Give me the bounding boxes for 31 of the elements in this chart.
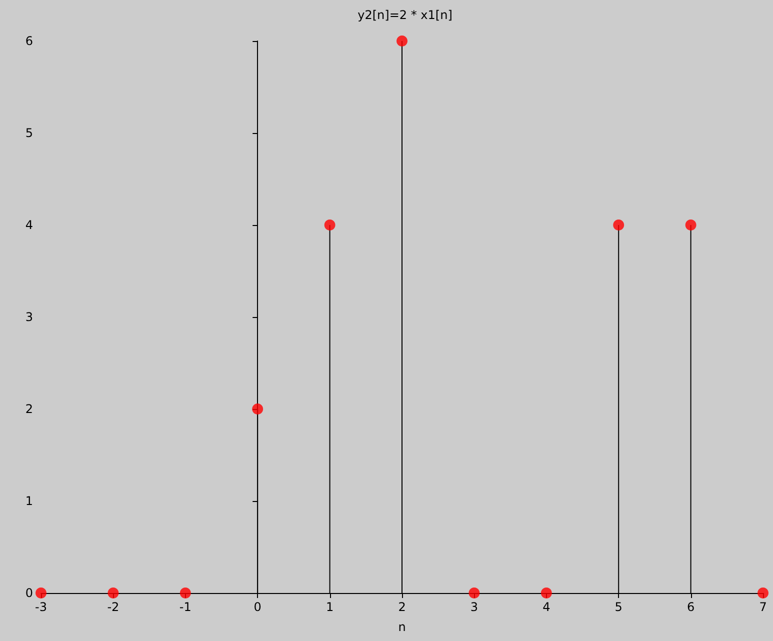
point: [613, 220, 624, 230]
y-tick-label: 0: [25, 586, 33, 600]
x-tick-label: -1: [179, 600, 192, 614]
y-tick-label: 2: [25, 402, 33, 416]
point: [36, 588, 46, 598]
x-tick-label: 1: [326, 600, 334, 614]
y-tick-label: 5: [25, 126, 33, 140]
x-tick-label: 5: [614, 600, 622, 614]
y-tick-label: 6: [25, 34, 33, 48]
point: [396, 36, 408, 46]
point: [468, 588, 480, 598]
y-tick-label: 4: [25, 218, 33, 232]
point: [252, 404, 264, 414]
point: [540, 588, 552, 598]
x-tick-label: 3: [470, 600, 478, 614]
x-tick-label: 4: [542, 600, 550, 614]
point: [758, 588, 768, 598]
x-tick-label: 2: [398, 600, 406, 614]
y-tick-label: 3: [25, 310, 33, 324]
point: [108, 588, 119, 598]
point: [324, 220, 336, 230]
chart-title: y2[n]=2 * x1[n]: [358, 8, 452, 22]
x-tick-label: 6: [686, 600, 695, 614]
x-axis-title: n: [398, 620, 406, 634]
x-tick-label: 7: [759, 600, 767, 614]
point: [180, 588, 191, 598]
x-tick-label: 0: [254, 600, 262, 614]
y-tick-label: 1: [25, 494, 33, 508]
x-tick-label: -2: [107, 600, 120, 614]
point: [685, 220, 696, 230]
x-tick-label: -3: [35, 600, 47, 614]
